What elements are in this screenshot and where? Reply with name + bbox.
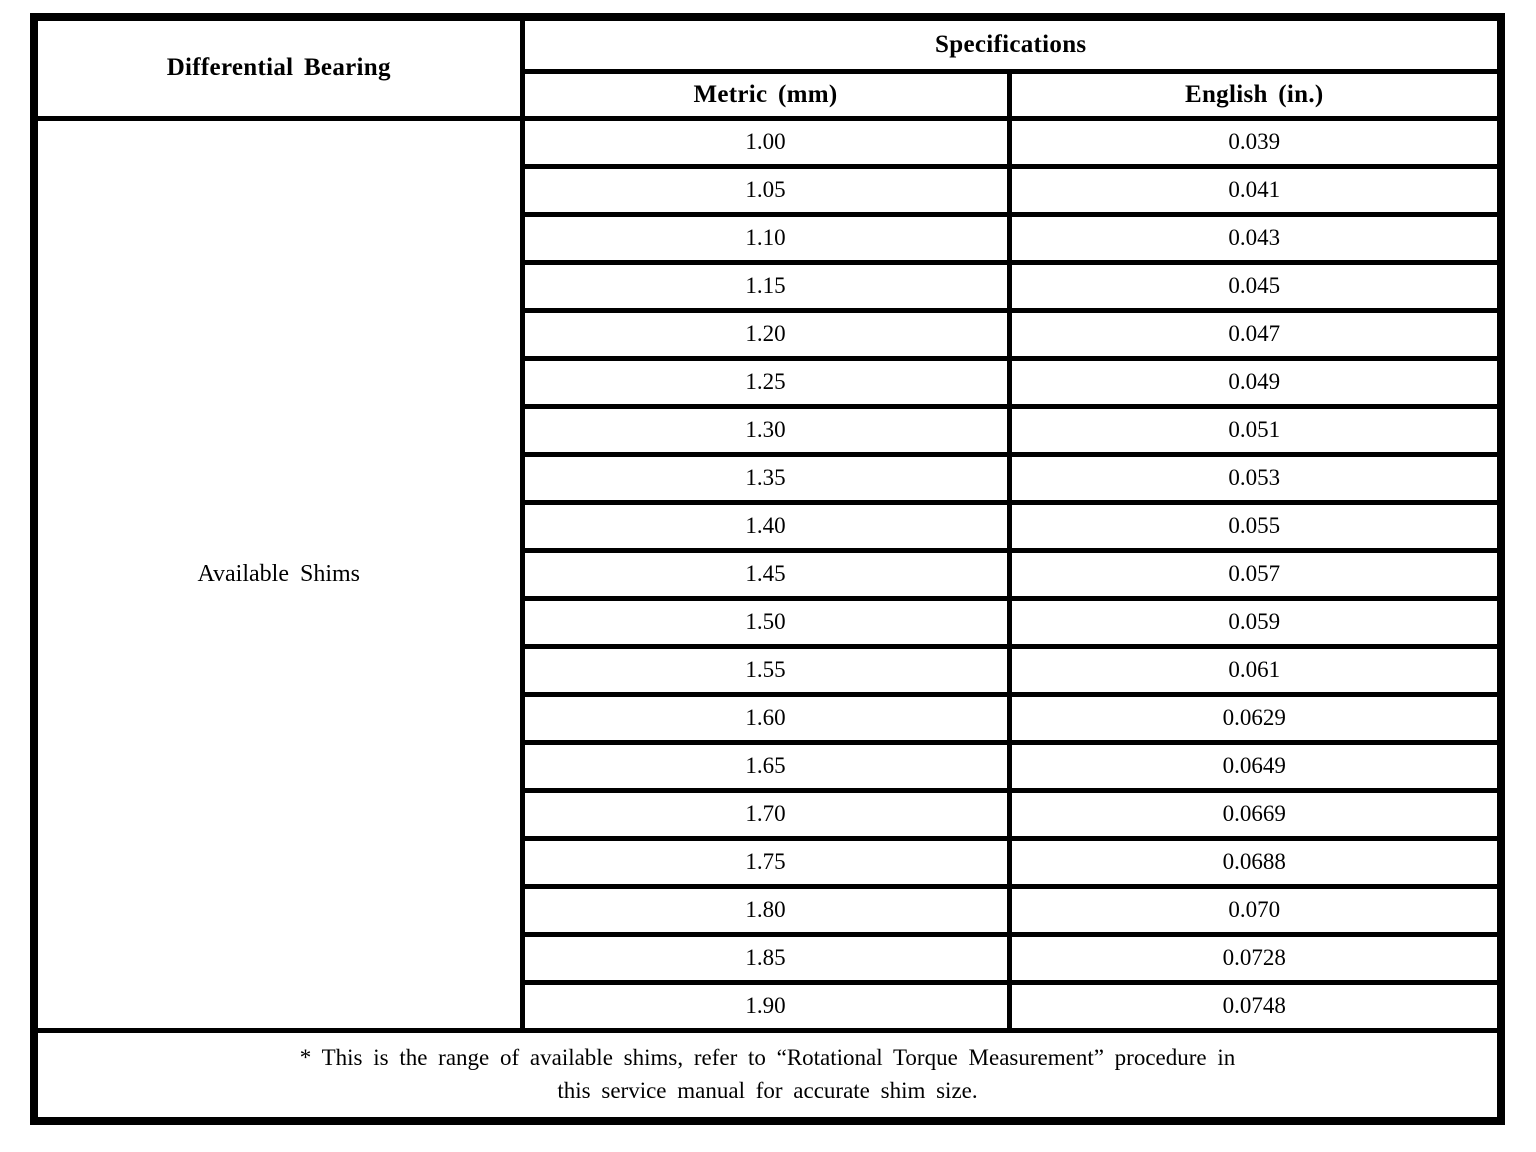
english-value: 0.070 xyxy=(1006,883,1504,937)
metric-value: 1.15 xyxy=(519,259,1012,313)
metric-value: 1.25 xyxy=(519,355,1012,409)
metric-value: 1.55 xyxy=(519,643,1012,697)
shim-row: 1.40 0.055 xyxy=(34,499,1504,553)
column-header-specifications: Specifications xyxy=(519,14,1504,74)
footnote: * This is the range of available shims, … xyxy=(31,1027,1504,1123)
footnote-line-2: this service manual for accurate shim si… xyxy=(557,1077,978,1103)
english-value: 0.049 xyxy=(1006,355,1504,409)
english-value: 0.0748 xyxy=(1006,979,1504,1033)
shim-row: 1.55 0.061 xyxy=(34,643,1504,697)
english-value: 0.059 xyxy=(1006,595,1504,649)
shim-row: 1.85 0.0728 xyxy=(34,931,1504,985)
shim-rows-body: Available Shims 1.00 0.039 1.05 0.041 1.10 0.0… xyxy=(31,115,1504,1033)
shim-specifications-table: Differential Bearing Specifications Metr… xyxy=(30,13,1506,1125)
footnote-line-1: * This is the range of available shims, … xyxy=(299,1045,1236,1071)
shim-row: 1.25 0.049 xyxy=(34,355,1504,409)
metric-value: 1.00 xyxy=(519,115,1012,169)
group-label-available-shims: Available Shims xyxy=(31,115,525,1033)
shim-row: 1.60 0.0629 xyxy=(34,691,1504,745)
metric-value: 1.80 xyxy=(519,883,1012,937)
table-footer: * This is the range of available shims, … xyxy=(31,1027,1504,1123)
shim-row: 1.65 0.0649 xyxy=(34,739,1504,793)
shim-row: 1.45 0.057 xyxy=(34,547,1504,601)
shim-row: 1.15 0.045 xyxy=(34,259,1504,313)
metric-value: 1.20 xyxy=(519,307,1012,361)
metric-value: 1.10 xyxy=(519,211,1012,265)
english-value: 0.0629 xyxy=(1006,691,1504,745)
metric-value: 1.50 xyxy=(519,595,1012,649)
english-value: 0.0649 xyxy=(1006,739,1504,793)
shim-row: 1.05 0.041 xyxy=(34,163,1504,217)
column-header-metric-mm: Metric (mm) xyxy=(519,68,1012,121)
english-value: 0.061 xyxy=(1006,643,1504,697)
header-row-top: Differential Bearing Specifications xyxy=(31,14,1504,121)
metric-value: 1.40 xyxy=(519,499,1012,553)
table-header: Differential Bearing Specifications Metr… xyxy=(31,14,1504,121)
english-value: 0.057 xyxy=(1006,547,1504,601)
shim-row: 1.10 0.043 xyxy=(34,211,1504,265)
english-value: 0.045 xyxy=(1006,259,1504,313)
english-value: 0.0728 xyxy=(1006,931,1504,985)
column-header-english-in: English (in.) xyxy=(1006,68,1504,121)
english-value: 0.053 xyxy=(1006,451,1504,505)
shim-row: Available Shims 1.00 0.039 xyxy=(31,115,1504,1033)
shim-row: 1.35 0.053 xyxy=(34,451,1504,505)
shim-row: 1.30 0.051 xyxy=(34,403,1504,457)
english-value: 0.051 xyxy=(1006,403,1504,457)
metric-value: 1.90 xyxy=(519,979,1012,1033)
english-value: 0.0688 xyxy=(1006,835,1504,889)
footnote-row: * This is the range of available shims, … xyxy=(31,1027,1504,1123)
column-header-differential-bearing: Differential Bearing xyxy=(31,14,525,121)
shim-row: 1.50 0.059 xyxy=(34,595,1504,649)
english-value: 0.0669 xyxy=(1006,787,1504,841)
shim-row: 1.20 0.047 xyxy=(34,307,1504,361)
shim-row: 1.90 0.0748 xyxy=(34,979,1504,1033)
metric-value: 1.65 xyxy=(519,739,1012,793)
metric-value: 1.45 xyxy=(519,547,1012,601)
metric-value: 1.35 xyxy=(519,451,1012,505)
shim-row: 1.70 0.0669 xyxy=(34,787,1504,841)
english-value: 0.055 xyxy=(1006,499,1504,553)
metric-value: 1.60 xyxy=(519,691,1012,745)
shim-row: 1.75 0.0688 xyxy=(34,835,1504,889)
metric-value: 1.30 xyxy=(519,403,1012,457)
english-value: 0.043 xyxy=(1006,211,1504,265)
header-row-units: Metric (mm) English (in.) xyxy=(34,68,1504,121)
metric-value: 1.75 xyxy=(519,835,1012,889)
metric-value: 1.05 xyxy=(519,163,1012,217)
english-value: 0.047 xyxy=(1006,307,1504,361)
metric-value: 1.70 xyxy=(519,787,1012,841)
english-value: 0.039 xyxy=(1006,115,1504,169)
metric-value: 1.85 xyxy=(519,931,1012,985)
english-value: 0.041 xyxy=(1006,163,1504,217)
shim-row: 1.80 0.070 xyxy=(34,883,1504,937)
